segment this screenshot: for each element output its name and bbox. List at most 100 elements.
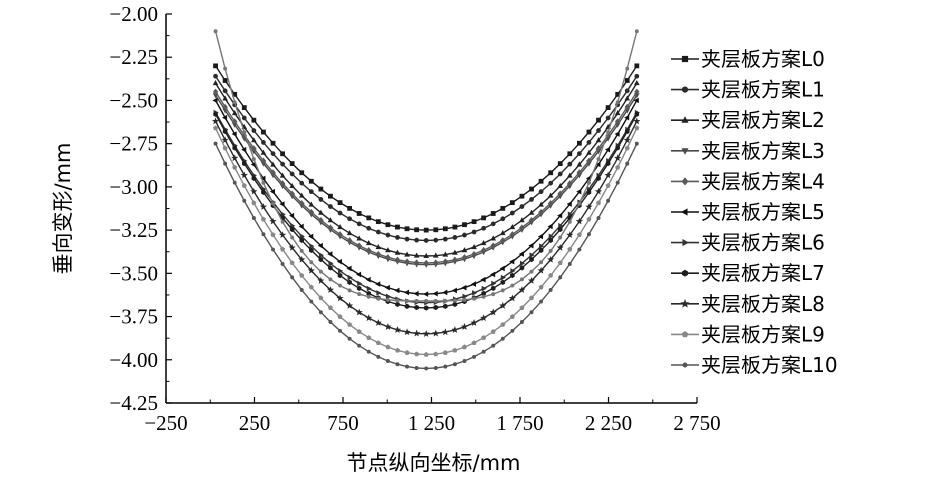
series-point xyxy=(270,232,276,237)
series-point xyxy=(366,247,372,254)
series-point xyxy=(442,251,449,257)
series-point xyxy=(634,29,639,34)
series-point xyxy=(356,271,362,278)
series-point xyxy=(557,161,563,166)
series-point xyxy=(500,288,505,293)
series-point xyxy=(395,298,400,303)
series-point xyxy=(403,328,411,336)
series-point xyxy=(615,145,620,151)
series-point xyxy=(624,95,631,101)
y-tick-label: −2.50 xyxy=(109,88,158,112)
series-point xyxy=(356,285,362,291)
series-point xyxy=(452,256,458,263)
series-point xyxy=(548,180,554,186)
series-point xyxy=(538,201,544,207)
x-tick-label: −250 xyxy=(144,411,187,435)
series-point xyxy=(414,299,419,303)
series-point xyxy=(538,247,544,253)
series-point xyxy=(442,236,448,242)
series-point xyxy=(596,117,601,123)
series-point xyxy=(405,298,410,303)
series-point xyxy=(547,223,553,230)
series-point xyxy=(260,157,267,164)
x-axis-title: 节点纵向坐标/mm xyxy=(347,451,521,475)
series-point xyxy=(625,66,630,71)
series-point xyxy=(509,210,515,216)
series-point xyxy=(414,351,420,357)
series-point xyxy=(318,209,324,215)
series-point xyxy=(491,292,496,297)
series-point xyxy=(462,293,468,300)
legend-item: 夹层板方案L3 xyxy=(671,139,825,163)
series-point xyxy=(634,141,639,146)
series-point xyxy=(567,161,573,167)
series-point xyxy=(356,328,362,334)
series-point xyxy=(413,252,420,258)
series-point xyxy=(212,97,218,104)
series-point xyxy=(271,247,275,252)
series-point xyxy=(452,235,458,240)
series-point xyxy=(423,291,429,297)
series-point xyxy=(461,284,467,291)
legend-item: 夹层板方案L0 xyxy=(671,47,825,71)
series-point xyxy=(290,235,295,240)
series-point xyxy=(423,252,430,259)
series-point xyxy=(624,103,630,111)
series-point xyxy=(317,242,323,249)
series-point xyxy=(518,251,524,257)
series-point xyxy=(395,235,400,240)
series-point xyxy=(471,229,477,235)
series-point xyxy=(461,254,468,261)
series-point xyxy=(605,105,611,111)
series-point xyxy=(338,328,343,333)
series-point xyxy=(422,330,430,337)
series-point xyxy=(308,284,314,290)
series-point xyxy=(460,323,469,330)
series-point xyxy=(423,238,429,243)
series-point xyxy=(385,254,391,261)
series-point xyxy=(594,187,603,195)
legend-marker xyxy=(681,208,688,216)
series-point xyxy=(548,248,553,253)
series-point xyxy=(481,215,487,221)
series-point xyxy=(327,305,333,310)
series-point xyxy=(366,335,372,340)
series-point xyxy=(595,200,602,206)
series-point xyxy=(222,128,228,135)
series-point xyxy=(586,189,592,195)
series-point xyxy=(462,222,467,228)
series-point xyxy=(432,290,438,297)
series-point xyxy=(318,197,324,202)
series-point xyxy=(634,73,640,79)
series-point xyxy=(472,296,477,301)
series-point xyxy=(356,235,362,241)
series-point xyxy=(308,201,315,207)
series-point xyxy=(548,170,554,176)
series-point xyxy=(289,161,295,166)
series-point xyxy=(490,285,496,291)
series-point xyxy=(624,88,630,94)
series-point xyxy=(557,171,563,177)
series-point xyxy=(308,233,314,240)
series-point xyxy=(548,272,554,278)
series-point xyxy=(529,269,534,274)
legend-item: 夹层板方案L7 xyxy=(671,261,825,285)
series-point xyxy=(366,225,372,231)
series-point xyxy=(614,118,621,125)
legend-marker xyxy=(681,330,689,338)
series-point xyxy=(251,157,256,162)
series-point xyxy=(357,280,363,287)
series-point xyxy=(577,201,582,206)
series-point xyxy=(279,201,285,207)
series-point xyxy=(240,171,248,179)
series-point xyxy=(213,73,218,79)
series-point xyxy=(347,279,352,285)
legend-marker xyxy=(681,116,689,123)
series-point xyxy=(567,211,573,218)
series-point xyxy=(337,210,343,216)
series-point xyxy=(366,215,372,221)
series-point xyxy=(576,151,582,157)
series-point xyxy=(346,265,352,272)
series-point xyxy=(557,190,563,197)
series-point xyxy=(328,277,333,282)
